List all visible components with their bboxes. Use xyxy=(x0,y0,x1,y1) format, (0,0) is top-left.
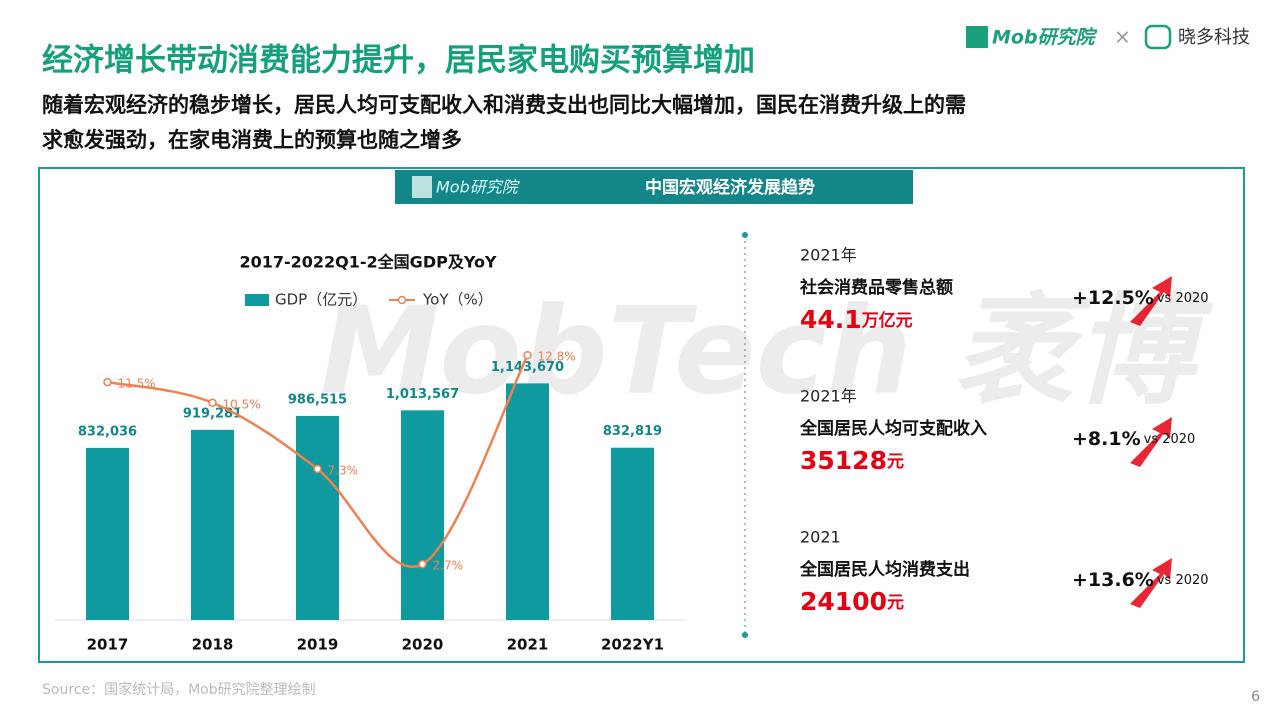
chart-title: 2017-2022Q1-2全国GDP及YoY xyxy=(239,253,496,272)
stat-number: 35128 xyxy=(800,446,887,475)
line-marker xyxy=(313,464,322,474)
arrow-icon xyxy=(1130,276,1172,326)
stat-label: 全国居民人均消费支出 xyxy=(799,559,970,580)
stat-year: 2021年 xyxy=(800,387,857,406)
logo-icon xyxy=(412,176,432,198)
bar xyxy=(296,415,339,620)
watermark: MobTech 袤博 xyxy=(320,283,1214,422)
growth-value: +8.1% xyxy=(1072,428,1141,450)
bar xyxy=(611,447,654,620)
stat-number: 44.1 xyxy=(800,305,862,334)
stat-unit: 元 xyxy=(887,452,904,472)
panel-logo: Mob研究院 xyxy=(436,178,521,197)
bar xyxy=(191,429,234,620)
legend-marker xyxy=(397,295,407,305)
line-marker xyxy=(523,350,532,360)
data-label: 2.7% xyxy=(433,559,464,573)
stat-year: 2021 xyxy=(800,528,841,547)
source: Source：国家统计局，Mob研究院整理绘制 xyxy=(42,681,316,698)
stat-value: 24100元 xyxy=(800,587,904,616)
data-label: 1,143,670 xyxy=(491,360,564,375)
stat-value: 35128元 xyxy=(800,446,904,475)
growth-value: +13.6% xyxy=(1072,569,1154,591)
stat-label: 社会消费品零售总额 xyxy=(799,277,953,298)
stat-value: 44.1万亿元 xyxy=(800,305,913,334)
arrow-icon xyxy=(1130,417,1172,467)
data-label: 832,819 xyxy=(603,424,662,439)
data-label: 832,036 xyxy=(78,424,137,439)
stat-growth: +8.1% vs 2020 xyxy=(1072,428,1195,450)
subtitle: 随着宏观经济的稳步增长，居民人均可支配收入和消费支出也同比大幅增加，国民在消费升… xyxy=(42,93,966,117)
logo: 晓多科技 xyxy=(1178,27,1250,48)
data-label: 986,515 xyxy=(288,392,347,407)
growth-value: +12.5% xyxy=(1072,287,1154,309)
times: × xyxy=(1114,25,1131,49)
stat-year: 2021年 xyxy=(800,246,857,265)
data-label: 12.8% xyxy=(538,350,576,364)
logo: Mob研究院 xyxy=(992,27,1098,49)
subtitle: 求愈发强劲，在家电消费上的预算也随之增多 xyxy=(42,128,462,152)
panel-header xyxy=(395,170,913,204)
stat-growth: +13.6% vs 2020 xyxy=(1072,569,1209,591)
stat-growth: +12.5% vs 2020 xyxy=(1072,287,1209,309)
divider-dot xyxy=(742,232,748,238)
arrow-icon xyxy=(1130,558,1172,608)
page-number: 6 xyxy=(1251,689,1260,705)
stat-label: 全国居民人均可支配收入 xyxy=(799,418,987,439)
divider-dot xyxy=(742,632,748,638)
line-marker xyxy=(103,377,112,387)
stat-unit: 万亿元 xyxy=(861,310,913,331)
x-tick-label: 2019 xyxy=(297,636,339,654)
title: 经济增长带动消费能力提升，居民家电购买预算增加 xyxy=(42,43,755,79)
panel-border xyxy=(38,167,1245,663)
line-marker xyxy=(208,398,217,408)
stat-number: 24100 xyxy=(800,587,887,616)
x-tick-label: 2017 xyxy=(87,636,129,654)
line xyxy=(107,354,529,568)
legend-label: YoY（%） xyxy=(422,291,493,309)
bar xyxy=(401,410,444,620)
x-tick-label: 2021 xyxy=(507,636,549,654)
growth-compare: vs 2020 xyxy=(1144,432,1196,447)
x-tick-label: 2018 xyxy=(192,636,234,654)
data-label: 7.3% xyxy=(328,463,359,477)
data-label: 10.5% xyxy=(223,397,261,411)
legend-label: GDP（亿元） xyxy=(275,291,367,309)
data-label: 1,013,567 xyxy=(386,387,459,402)
x-tick-label: 2020 xyxy=(402,636,444,654)
panel-title: 中国宏观经济发展趋势 xyxy=(645,177,815,198)
logo-icon xyxy=(966,26,988,48)
growth-compare: vs 2020 xyxy=(1157,573,1209,588)
growth-compare: vs 2020 xyxy=(1157,291,1209,306)
data-label: 11.5% xyxy=(118,377,156,391)
stat-unit: 元 xyxy=(887,593,904,613)
logo-icon xyxy=(1144,24,1172,50)
bar xyxy=(86,447,129,620)
x-tick-label: 2022Y1 xyxy=(601,636,664,654)
bar xyxy=(506,383,549,620)
legend-swatch xyxy=(245,294,269,306)
line-marker xyxy=(418,559,427,569)
